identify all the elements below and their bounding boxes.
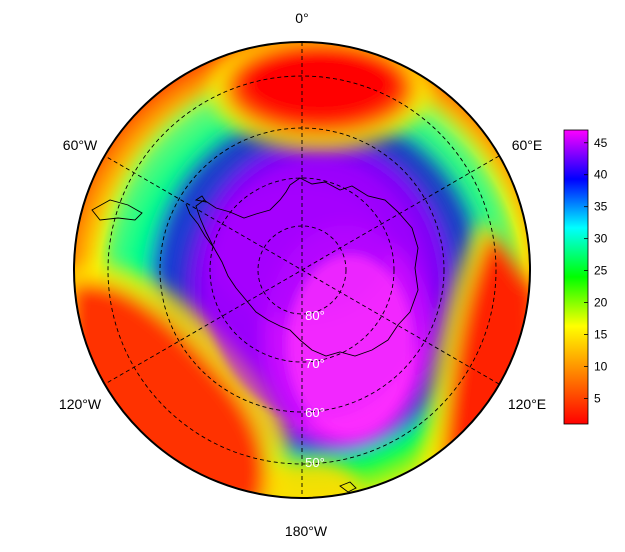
colorbar-tick-label: 35 [594, 200, 608, 214]
longitude-label-120w: 120°W [59, 396, 102, 412]
colorbar-tick-label: 20 [594, 296, 608, 310]
colorbar-tick-label: 45 [594, 136, 608, 150]
graticule [104, 42, 500, 498]
south-america-tip [91, 199, 143, 221]
antarctica-coastline [195, 177, 419, 357]
colorbar-tick-label: 40 [594, 168, 608, 182]
longitude-label-180w: 180°W [285, 523, 328, 539]
antarctic-peninsula [185, 203, 215, 249]
colorbar-ticks: 5 10 15 20 25 30 35 40 45 [584, 136, 608, 405]
islands-south [339, 481, 357, 493]
latitude-label-80: 80° [305, 308, 325, 323]
colorbar: 5 10 15 20 25 30 35 40 45 [563, 129, 608, 425]
meridian-120e-60w [104, 155, 500, 385]
data-field [74, 42, 530, 498]
longitude-label-120e: 120°E [508, 396, 546, 412]
colorbar-tick-label: 15 [594, 328, 608, 342]
colorbar-tick-label: 5 [594, 391, 601, 405]
colorbar-tick-label: 30 [594, 232, 608, 246]
latitude-label-70: 70° [305, 356, 325, 371]
coastlines [91, 177, 419, 493]
longitude-label-60w: 60°W [63, 137, 98, 153]
colorbar-frame [563, 129, 589, 425]
longitude-label-0: 0° [295, 10, 308, 26]
colorbar-gradient [564, 130, 588, 424]
latitude-label-50: 50° [305, 455, 325, 470]
colorbar-tick-label: 10 [594, 359, 608, 373]
islands-west [194, 195, 207, 203]
longitude-label-60e: 60°E [512, 137, 543, 153]
latitude-circle-70 [209, 177, 395, 363]
latitude-circle-80 [257, 225, 347, 315]
latitude-label-60: 60° [305, 405, 325, 420]
map-frame [73, 41, 531, 499]
colorbar-tick-label: 25 [594, 264, 608, 278]
